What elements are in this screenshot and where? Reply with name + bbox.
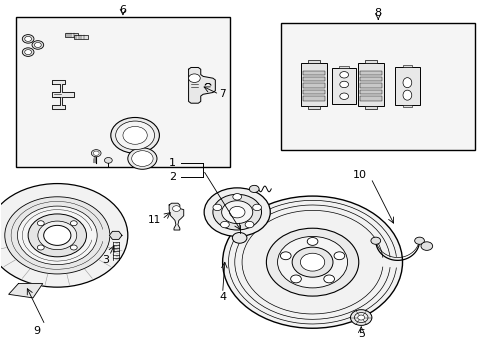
Bar xyxy=(74,35,88,39)
Bar xyxy=(365,106,376,109)
Circle shape xyxy=(221,201,252,224)
Circle shape xyxy=(38,221,77,249)
Circle shape xyxy=(370,237,380,244)
Circle shape xyxy=(290,275,301,283)
Text: 7: 7 xyxy=(219,89,225,99)
Ellipse shape xyxy=(402,78,411,87)
Circle shape xyxy=(70,221,77,226)
Text: 11: 11 xyxy=(147,215,161,225)
Circle shape xyxy=(212,204,221,211)
Circle shape xyxy=(37,245,44,250)
Circle shape xyxy=(70,245,77,250)
Bar xyxy=(300,63,327,106)
Circle shape xyxy=(266,228,358,296)
Circle shape xyxy=(116,121,154,150)
Bar xyxy=(307,106,319,109)
Circle shape xyxy=(252,204,261,211)
Circle shape xyxy=(122,126,147,144)
Circle shape xyxy=(222,196,402,328)
Bar xyxy=(359,90,381,94)
Circle shape xyxy=(244,221,253,228)
Circle shape xyxy=(18,206,97,265)
Circle shape xyxy=(357,315,364,320)
Circle shape xyxy=(22,48,34,57)
Circle shape xyxy=(25,50,31,55)
Circle shape xyxy=(212,194,261,230)
Circle shape xyxy=(28,214,86,257)
Circle shape xyxy=(220,221,229,228)
Circle shape xyxy=(131,151,153,166)
Circle shape xyxy=(354,312,367,323)
Text: 10: 10 xyxy=(352,170,366,180)
Circle shape xyxy=(32,41,43,49)
Circle shape xyxy=(127,148,157,169)
Text: 1: 1 xyxy=(169,158,176,168)
Circle shape xyxy=(339,93,348,99)
Circle shape xyxy=(300,253,324,271)
Circle shape xyxy=(232,233,246,243)
Circle shape xyxy=(111,117,159,153)
Bar xyxy=(357,63,384,106)
Circle shape xyxy=(291,247,332,277)
Bar xyxy=(402,65,411,67)
Circle shape xyxy=(203,188,270,237)
Circle shape xyxy=(350,310,371,325)
Bar xyxy=(303,90,325,94)
Circle shape xyxy=(323,275,334,283)
Bar xyxy=(303,71,325,75)
Circle shape xyxy=(414,237,424,244)
Bar xyxy=(365,60,376,63)
Text: 3: 3 xyxy=(102,255,109,265)
Circle shape xyxy=(5,197,110,274)
Circle shape xyxy=(229,206,244,218)
Circle shape xyxy=(37,221,44,226)
Circle shape xyxy=(22,35,34,43)
Circle shape xyxy=(93,151,99,156)
Text: 8: 8 xyxy=(374,8,381,18)
Circle shape xyxy=(172,206,180,211)
Polygon shape xyxy=(169,203,183,230)
Circle shape xyxy=(339,81,348,87)
Circle shape xyxy=(34,42,41,48)
Circle shape xyxy=(277,237,347,288)
Circle shape xyxy=(43,225,71,246)
Circle shape xyxy=(0,184,127,287)
Bar xyxy=(339,66,348,68)
Bar xyxy=(307,60,319,63)
Circle shape xyxy=(232,194,241,200)
Circle shape xyxy=(280,252,290,260)
Polygon shape xyxy=(109,231,122,239)
Bar xyxy=(359,77,381,81)
Bar xyxy=(359,96,381,100)
Bar xyxy=(16,18,229,167)
Circle shape xyxy=(25,36,31,41)
Bar xyxy=(331,68,356,104)
Circle shape xyxy=(249,185,259,193)
Circle shape xyxy=(91,150,101,157)
Circle shape xyxy=(420,242,432,250)
Circle shape xyxy=(339,72,348,78)
Circle shape xyxy=(104,157,112,163)
Bar xyxy=(303,96,325,100)
Bar xyxy=(303,84,325,87)
Circle shape xyxy=(333,252,344,260)
Ellipse shape xyxy=(402,90,411,100)
Polygon shape xyxy=(188,67,215,103)
Text: 5: 5 xyxy=(357,329,364,339)
Circle shape xyxy=(306,238,317,246)
Bar xyxy=(359,71,381,75)
Text: 9: 9 xyxy=(33,327,40,337)
Bar xyxy=(281,23,474,150)
Bar xyxy=(303,77,325,81)
Polygon shape xyxy=(52,80,74,109)
Circle shape xyxy=(188,74,200,82)
Polygon shape xyxy=(9,284,42,298)
Text: 4: 4 xyxy=(219,292,226,302)
Bar xyxy=(359,84,381,87)
Bar xyxy=(394,67,419,105)
Text: 2: 2 xyxy=(169,172,176,182)
Bar xyxy=(64,33,78,37)
Bar xyxy=(402,105,411,108)
Text: 6: 6 xyxy=(119,5,126,15)
